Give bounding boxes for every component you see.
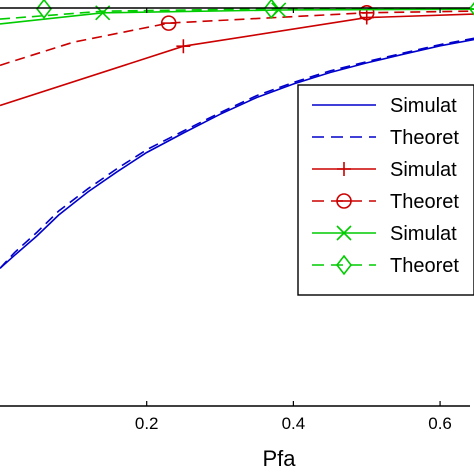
legend-label-6: Theoret (390, 255, 459, 277)
axes-layer: 0.20.40.60.8 (0, 7, 470, 433)
x-tick-label-3: 0.6 (428, 414, 452, 433)
legend-label-2: Theoret (390, 127, 459, 149)
legend-label-4: Theoret (390, 191, 459, 213)
x-tick-label-2: 0.4 (282, 414, 306, 433)
series-6-marker-2 (263, 0, 280, 20)
series-line-2 (0, 37, 474, 269)
legend-marker-3 (337, 162, 351, 176)
series-line-3 (0, 13, 474, 107)
legend: Simulat Theoret Simulat Theoret Simulat Theor… (297, 84, 474, 296)
x-tick-label-1: 0.2 (135, 414, 159, 433)
series-6-marker-1 (35, 0, 53, 20)
legend-label-5: Simulat (390, 223, 457, 245)
series-6-marker-3 (468, 2, 474, 16)
series-line-1 (0, 38, 474, 269)
series-3-marker-1 (176, 39, 191, 54)
series-layer (0, 0, 474, 269)
series-line-6 (0, 8, 474, 20)
legend-marker-6 (335, 254, 353, 276)
legend-box (297, 84, 474, 296)
legend-marker-5 (336, 225, 352, 241)
legend-label-3: Simulat (390, 159, 457, 181)
legend-label-1: Simulat (390, 95, 457, 117)
series-line-4 (0, 10, 474, 67)
x-axis-label: Pfa (262, 446, 296, 471)
